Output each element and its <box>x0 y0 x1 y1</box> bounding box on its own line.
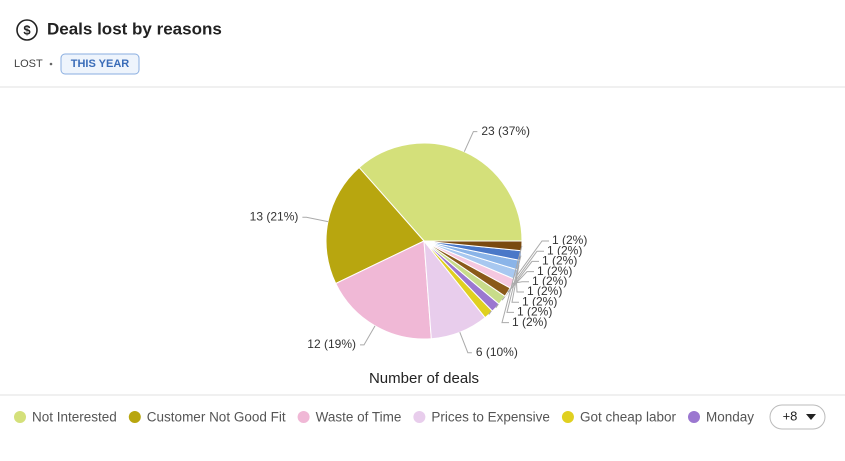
dropdown-arrow <box>806 414 816 420</box>
legend-swatch <box>128 411 141 423</box>
data-label: 23 (37%) <box>481 124 530 138</box>
more-button[interactable] <box>769 404 826 430</box>
legend: Not Interested Customer Not Good Fit Waste… <box>14 410 754 425</box>
data-label: 1 (2%) <box>537 264 572 278</box>
pie-slice <box>335 240 432 340</box>
more-text: +8 <box>783 408 798 423</box>
legend-swatch <box>413 411 426 423</box>
leader-line <box>459 332 472 354</box>
data-label: 12 (19%) <box>307 337 356 351</box>
legend-swatch <box>688 411 700 423</box>
legend-swatch <box>14 411 26 423</box>
axis-label: Number of deals <box>369 370 479 387</box>
data-label: 1 (2%) <box>512 315 547 329</box>
leader-line <box>360 325 376 346</box>
separator-dot <box>49 62 53 66</box>
legend-label: Not Interested <box>32 410 117 425</box>
legend-swatch <box>561 411 574 423</box>
card-title: Deals lost by reasons <box>47 19 222 38</box>
legend-label: Prices to Expensive <box>431 410 550 425</box>
data-label: 1 (2%) <box>532 274 567 288</box>
data-label: 1 (2%) <box>552 233 587 247</box>
leader-line <box>463 131 478 152</box>
leader-line <box>506 255 522 313</box>
dollar-icon <box>16 19 38 41</box>
leader-line <box>501 245 523 324</box>
data-label: 1 (2%) <box>542 254 577 268</box>
legend-label: Got cheap labor <box>580 410 677 425</box>
legend-label: Monday <box>706 410 754 425</box>
data-label: 1 (2%) <box>517 305 552 319</box>
leader-line <box>511 265 520 303</box>
legend-label: Waste of Time <box>316 410 402 425</box>
data-label: 1 (2%) <box>527 284 562 298</box>
pie: 23 (37%)13 (21%)12 (19%)6 (10%)1 (2%)1 (… <box>249 123 589 360</box>
status-label: LOST <box>14 58 43 70</box>
data-label: 13 (21%) <box>250 209 299 223</box>
period-text: THIS YEAR <box>71 58 130 70</box>
data-label: 6 (10%) <box>476 345 518 359</box>
data-label: 1 (2%) <box>522 294 557 308</box>
legend-swatch <box>297 411 310 423</box>
period-chip[interactable] <box>60 53 140 75</box>
data-label: 1 (2%) <box>547 243 582 257</box>
dollar-sign: $ <box>23 22 31 37</box>
leader-line <box>302 216 329 223</box>
legend-label: Customer Not Good Fit <box>147 410 286 425</box>
